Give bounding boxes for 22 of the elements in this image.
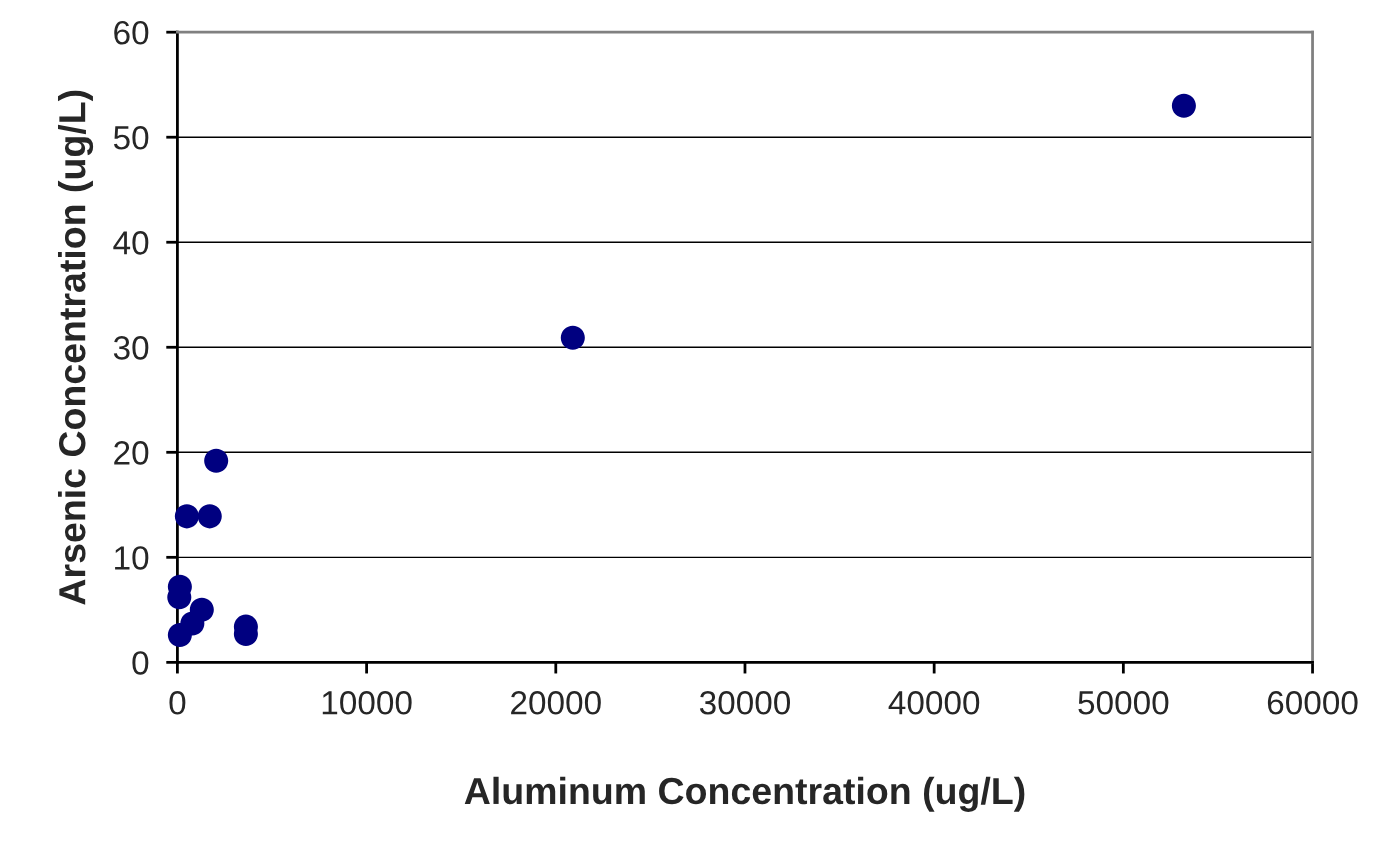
y-axis-title: Arsenic Concentration (ug/L)	[57, 90, 94, 605]
point	[1171, 93, 1196, 118]
y-tick-label: 20	[114, 441, 149, 465]
point	[204, 448, 229, 473]
y-tick-label: 0	[132, 651, 149, 675]
x-tick-label: 0	[169, 691, 186, 715]
y-tick-label: 30	[113, 336, 149, 360]
x-tick-label: 60000	[1267, 691, 1358, 715]
y-tick-label: 50	[113, 126, 149, 150]
x-tick-label: 20000	[511, 691, 601, 715]
y-tick-label: 40	[113, 231, 149, 255]
x-tick-label: 30000	[699, 691, 791, 715]
x-axis-title: Aluminum Concentration (ug/L)	[464, 776, 1025, 812]
x-tick-label: 50000	[1078, 691, 1169, 715]
y-tick-label: 10	[115, 546, 149, 570]
point	[167, 623, 192, 648]
x-tick-label: 10000	[322, 691, 412, 715]
point	[197, 504, 222, 529]
point	[174, 504, 199, 529]
y-tick-label: 60	[114, 20, 149, 45]
point	[560, 325, 585, 350]
x-tick-label: 40000	[888, 691, 980, 715]
